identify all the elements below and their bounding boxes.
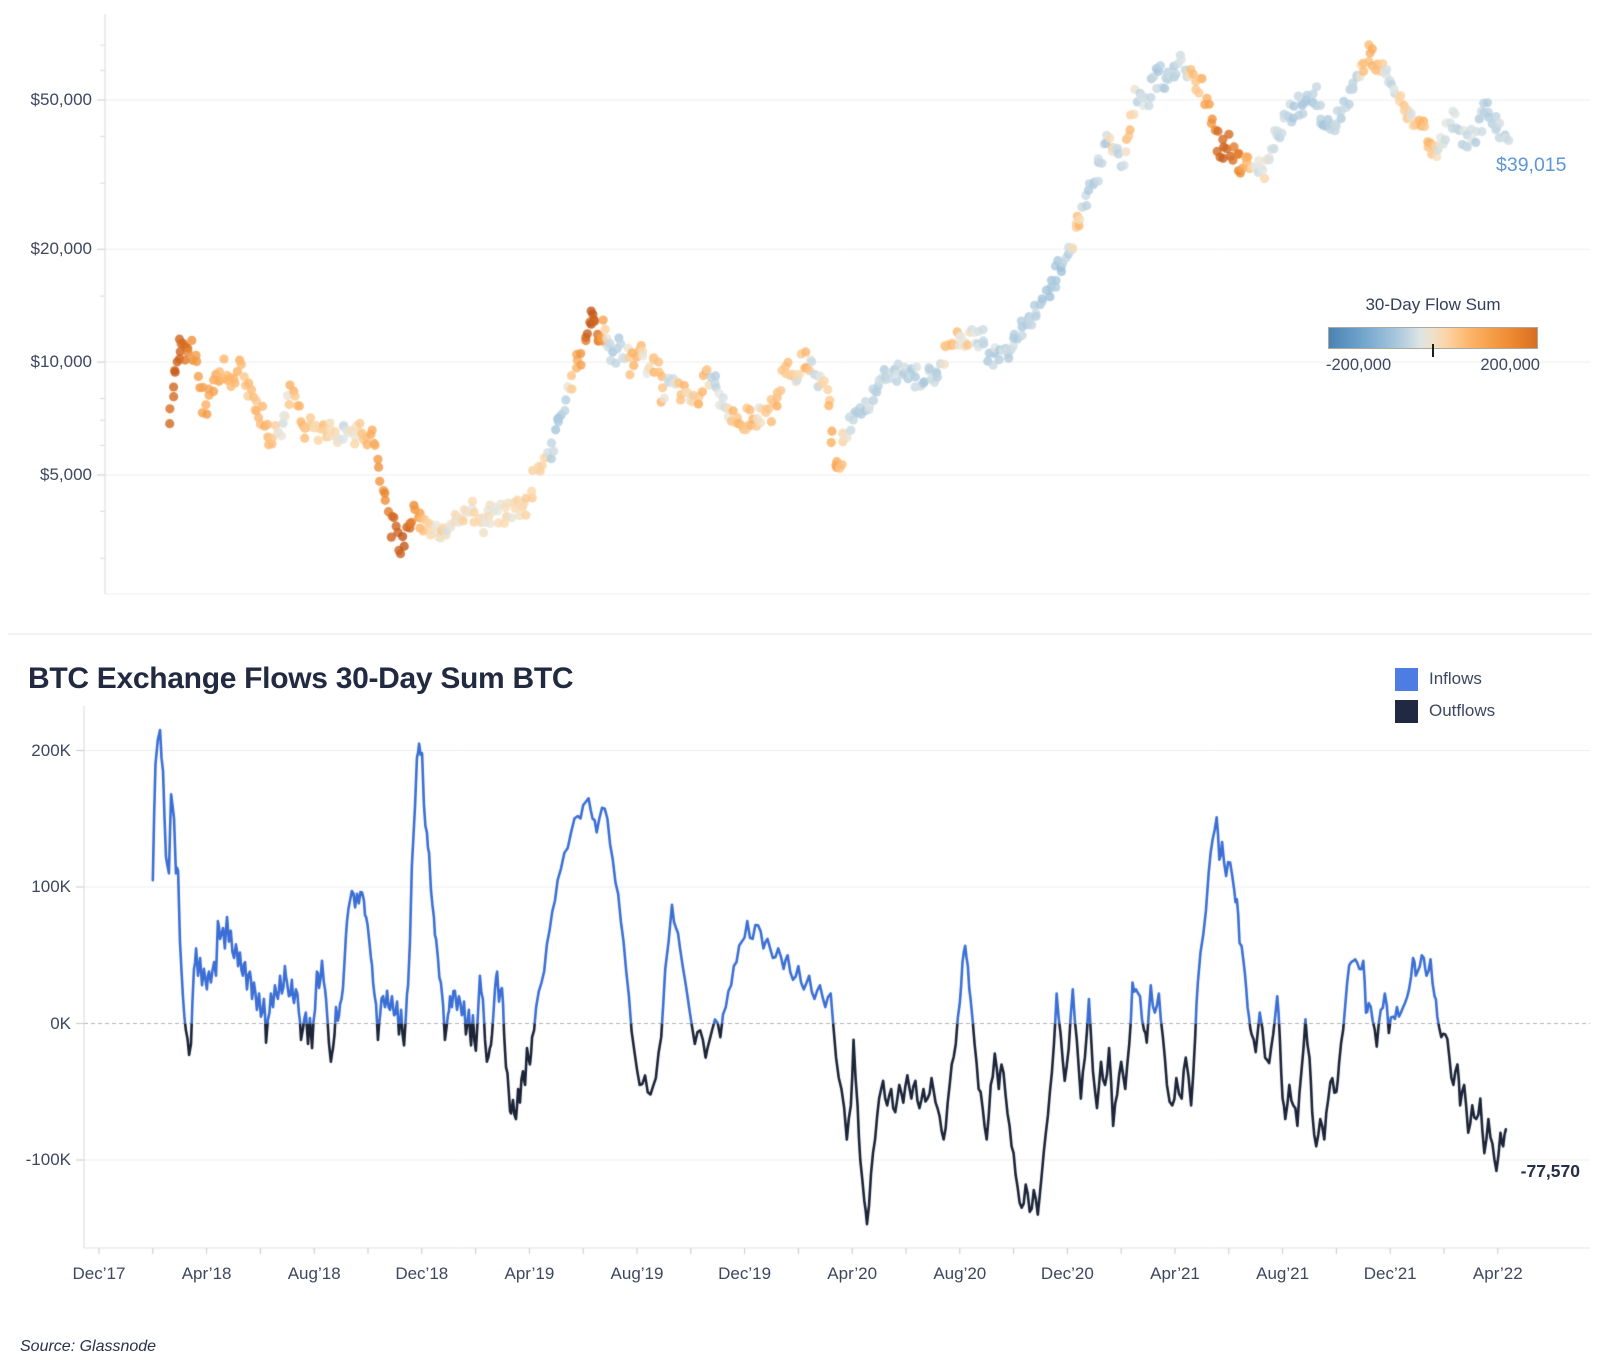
flow-x-tick-label: Aug’19 bbox=[610, 1264, 664, 1283]
inflows-swatch-icon bbox=[1395, 668, 1418, 691]
outflows-swatch-icon bbox=[1395, 700, 1418, 723]
source-note: Source: Glassnode bbox=[20, 1338, 157, 1355]
flow-x-tick-label: Aug’20 bbox=[933, 1264, 987, 1283]
flow-x-tick-label: Dec’18 bbox=[395, 1264, 449, 1283]
flow-x-tick-label: Apr’20 bbox=[827, 1264, 878, 1283]
flow-x-tick-label: Dec’17 bbox=[72, 1264, 126, 1283]
flow-x-tick-label: Apr’21 bbox=[1150, 1264, 1200, 1283]
flow-x-tick-label: Dec’20 bbox=[1040, 1264, 1094, 1283]
flow-y-tick-label: 100K bbox=[31, 877, 71, 896]
legend-row-outflows[interactable]: Outflows bbox=[1395, 700, 1595, 732]
price-y-tick-label: $50,000 bbox=[30, 90, 92, 109]
flow-chart-plot[interactable] bbox=[84, 706, 1590, 1248]
price-last-value-label: $39,015 bbox=[1496, 154, 1567, 177]
flow-x-tick-label: Apr’18 bbox=[181, 1264, 232, 1283]
flow-y-tick-label: 200K bbox=[31, 740, 71, 760]
flow-y-tick-label: -100K bbox=[25, 1150, 71, 1169]
flow-chart-title: BTC Exchange Flows 30-Day Sum BTC bbox=[28, 662, 574, 696]
flow-y-tick-label: 0K bbox=[50, 1013, 71, 1033]
flow-x-tick-label: Aug’18 bbox=[287, 1264, 341, 1283]
legend-row-inflows[interactable]: Inflows bbox=[1395, 668, 1595, 700]
colorbar-title: 30-Day Flow Sum bbox=[1365, 295, 1501, 314]
price-y-tick-label: $10,000 bbox=[30, 352, 92, 372]
colorbar-max-label: 200,000 bbox=[1480, 356, 1540, 374]
flow-last-value-label: -77,570 bbox=[1520, 1161, 1580, 1181]
flow-x-tick-label: Aug’21 bbox=[1256, 1264, 1310, 1283]
flow-x-tick-label: Dec’21 bbox=[1363, 1264, 1417, 1283]
flow-x-tick-label: Apr’22 bbox=[1472, 1264, 1523, 1283]
flow-x-tick-label: Dec’19 bbox=[718, 1264, 772, 1283]
price-y-tick-label: $5,000 bbox=[40, 465, 92, 484]
price-y-tick-label: $20,000 bbox=[30, 239, 92, 259]
inflows-label: Inflows bbox=[1429, 669, 1482, 688]
colorbar-zero-tick bbox=[1432, 344, 1434, 357]
flow-x-tick-label: Apr’19 bbox=[504, 1264, 555, 1283]
flow-chart-legend: Inflows Outflows bbox=[1395, 668, 1595, 732]
outflows-label: Outflows bbox=[1429, 701, 1496, 720]
colorbar-min-label: -200,000 bbox=[1326, 356, 1392, 374]
